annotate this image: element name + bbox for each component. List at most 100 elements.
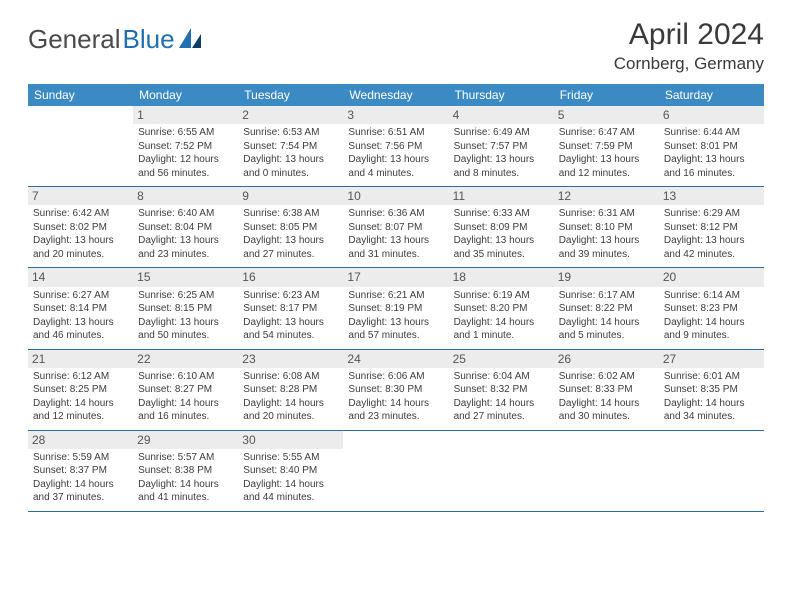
weekday-header: Friday [554,84,659,106]
day-number: 21 [28,350,133,368]
calendar-day-cell: 9Sunrise: 6:38 AMSunset: 8:05 PMDaylight… [238,187,343,268]
daylight-text: Daylight: 14 hours and 1 minute. [454,316,549,343]
day-number: 18 [449,268,554,286]
daylight-text: Daylight: 13 hours and 31 minutes. [348,234,443,261]
sunrise-text: Sunrise: 5:57 AM [138,451,233,465]
sunset-text: Sunset: 8:04 PM [138,221,233,235]
sunrise-text: Sunrise: 6:25 AM [138,289,233,303]
day-number: 17 [343,268,448,286]
sunrise-text: Sunrise: 6:36 AM [348,207,443,221]
day-number: 8 [133,187,238,205]
weekday-header: Thursday [449,84,554,106]
brand-part1: General [28,24,121,55]
sunset-text: Sunset: 8:33 PM [559,383,654,397]
sunrise-text: Sunrise: 6:38 AM [243,207,338,221]
calendar-day-cell: 18 Sunrise: 6:19 AMSunset: 8:20 PMDayligh… [449,268,554,349]
daylight-text: Daylight: 14 hours and 23 minutes. [348,397,443,424]
daylight-text: Daylight: 14 hours and 9 minutes. [664,316,759,343]
sunset-text: Sunset: 8:05 PM [243,221,338,235]
day-number: 11 [449,187,554,205]
day-number: 22 [133,350,238,368]
sunset-text: Sunset: 7:57 PM [454,140,549,154]
day-number: 12 [554,187,659,205]
sunrise-text: Sunrise: 6:44 AM [664,126,759,140]
sunrise-text: Sunrise: 6:06 AM [348,370,443,384]
sunset-text: Sunset: 8:32 PM [454,383,549,397]
day-number: 20 [659,268,764,286]
calendar-day-cell: 8 Sunrise: 6:40 AMSunset: 8:04 PMDaylight… [133,187,238,268]
calendar-day-cell: 10Sunrise: 6:36 AMSunset: 8:07 PMDayligh… [343,187,448,268]
daylight-text: Daylight: 13 hours and 27 minutes. [243,234,338,261]
sunrise-text: Sunrise: 6:31 AM [559,207,654,221]
sunrise-text: Sunrise: 6:55 AM [138,126,233,140]
sunset-text: Sunset: 8:17 PM [243,302,338,316]
calendar-day-cell: 29Sunrise: 5:57 AMSunset: 8:38 PMDayligh… [133,430,238,511]
calendar-day-cell: 23Sunrise: 6:08 AMSunset: 8:28 PMDayligh… [238,349,343,430]
daylight-text: Daylight: 13 hours and 57 minutes. [348,316,443,343]
sunset-text: Sunset: 8:14 PM [33,302,128,316]
daylight-text: Daylight: 13 hours and 54 minutes. [243,316,338,343]
sunset-text: Sunset: 7:52 PM [138,140,233,154]
sunset-text: Sunset: 8:12 PM [664,221,759,235]
sunset-text: Sunset: 8:23 PM [664,302,759,316]
sunrise-text: Sunrise: 6:23 AM [243,289,338,303]
calendar-day-cell: 25 Sunrise: 6:04 AMSunset: 8:32 PMDayligh… [449,349,554,430]
day-number: 2 [238,106,343,124]
daylight-text: Daylight: 14 hours and 5 minutes. [559,316,654,343]
calendar-day-cell: 24Sunrise: 6:06 AMSunset: 8:30 PMDayligh… [343,349,448,430]
calendar-day-cell: 12Sunrise: 6:31 AMSunset: 8:10 PMDayligh… [554,187,659,268]
sunrise-text: Sunrise: 6:04 AM [454,370,549,384]
calendar-day-cell: 17 Sunrise: 6:21 AMSunset: 8:19 PMDayligh… [343,268,448,349]
sunset-text: Sunset: 8:07 PM [348,221,443,235]
sunrise-text: Sunrise: 6:53 AM [243,126,338,140]
calendar-day-cell [449,430,554,511]
calendar-week-row: 14Sunrise: 6:27 AMSunset: 8:14 PMDayligh… [28,268,764,349]
sunrise-text: Sunrise: 6:21 AM [348,289,443,303]
sail-icon [179,24,201,55]
calendar-day-cell: 3Sunrise: 6:51 AMSunset: 7:56 PMDaylight… [343,106,448,187]
daylight-text: Daylight: 14 hours and 30 minutes. [559,397,654,424]
day-number: 23 [238,350,343,368]
daylight-text: Daylight: 13 hours and 50 minutes. [138,316,233,343]
sunset-text: Sunset: 8:20 PM [454,302,549,316]
calendar-week-row: 28Sunrise: 5:59 AMSunset: 8:37 PMDayligh… [28,430,764,511]
calendar-day-cell: 20Sunrise: 6:14 AMSunset: 8:23 PMDayligh… [659,268,764,349]
calendar-day-cell: 21Sunrise: 6:12 AMSunset: 8:25 PMDayligh… [28,349,133,430]
sunrise-text: Sunrise: 6:19 AM [454,289,549,303]
sunrise-text: Sunrise: 6:40 AM [138,207,233,221]
daylight-text: Daylight: 13 hours and 4 minutes. [348,153,443,180]
sunrise-text: Sunrise: 6:27 AM [33,289,128,303]
calendar-day-cell: 26Sunrise: 6:02 AMSunset: 8:33 PMDayligh… [554,349,659,430]
sunset-text: Sunset: 8:09 PM [454,221,549,235]
sunset-text: Sunset: 7:56 PM [348,140,443,154]
day-number: 27 [659,350,764,368]
day-number: 4 [449,106,554,124]
calendar-day-cell: 4Sunrise: 6:49 AMSunset: 7:57 PMDaylight… [449,106,554,187]
calendar-day-cell: 11Sunrise: 6:33 AMSunset: 8:09 PMDayligh… [449,187,554,268]
sunset-text: Sunset: 8:40 PM [243,464,338,478]
daylight-text: Daylight: 14 hours and 44 minutes. [243,478,338,505]
day-number: 6 [659,106,764,124]
calendar-table: Sunday Monday Tuesday Wednesday Thursday… [28,84,764,512]
daylight-text: Daylight: 14 hours and 37 minutes. [33,478,128,505]
sunset-text: Sunset: 8:30 PM [348,383,443,397]
sunset-text: Sunset: 8:01 PM [664,140,759,154]
daylight-text: Daylight: 14 hours and 27 minutes. [454,397,549,424]
sunset-text: Sunset: 8:19 PM [348,302,443,316]
day-number: 25 [449,350,554,368]
sunrise-text: Sunrise: 6:10 AM [138,370,233,384]
calendar-day-cell: 15Sunrise: 6:25 AMSunset: 8:15 PMDayligh… [133,268,238,349]
sunset-text: Sunset: 8:25 PM [33,383,128,397]
daylight-text: Daylight: 13 hours and 16 minutes. [664,153,759,180]
brand-part2: Blue [123,24,175,55]
daylight-text: Daylight: 14 hours and 16 minutes. [138,397,233,424]
sunset-text: Sunset: 8:37 PM [33,464,128,478]
sunrise-text: Sunrise: 6:47 AM [559,126,654,140]
sunset-text: Sunset: 7:59 PM [559,140,654,154]
calendar-day-cell: 22Sunrise: 6:10 AMSunset: 8:27 PMDayligh… [133,349,238,430]
daylight-text: Daylight: 14 hours and 12 minutes. [33,397,128,424]
sunrise-text: Sunrise: 5:55 AM [243,451,338,465]
day-number: 1 [133,106,238,124]
daylight-text: Daylight: 13 hours and 23 minutes. [138,234,233,261]
daylight-text: Daylight: 14 hours and 20 minutes. [243,397,338,424]
